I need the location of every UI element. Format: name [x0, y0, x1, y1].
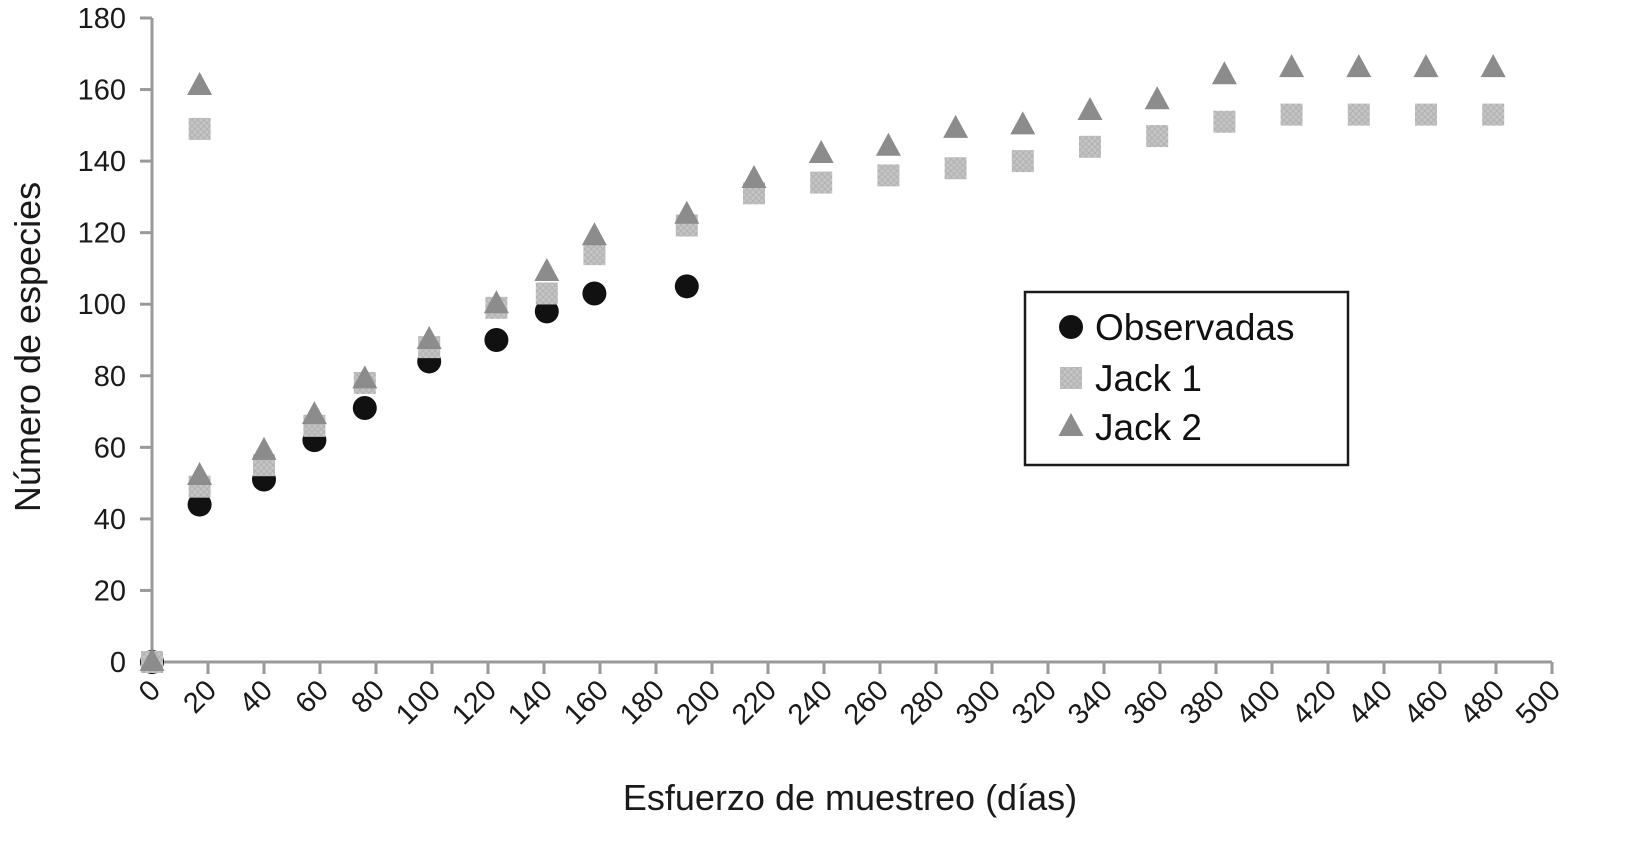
x-axis-title: Esfuerzo de muestreo (días) [623, 777, 1077, 818]
y-tick-label: 140 [78, 146, 126, 178]
data-point-triangle [875, 132, 901, 156]
data-point-square [1079, 135, 1101, 158]
y-tick-label: 160 [78, 75, 126, 107]
x-tick-label: 200 [670, 674, 727, 731]
x-tick-label: 40 [234, 674, 279, 719]
data-point-triangle [1480, 54, 1506, 78]
y-axis-title: Número de especies [7, 182, 48, 512]
y-tick-label: 100 [78, 289, 126, 321]
data-point-circle [484, 328, 509, 352]
x-tick-label: 400 [1230, 674, 1287, 731]
y-tick-label: 180 [78, 3, 126, 35]
legend-label: Jack 2 [1095, 407, 1202, 448]
series-jack-2 [139, 54, 1506, 671]
data-point-triangle [674, 200, 700, 224]
legend-triangle-icon [1058, 413, 1084, 436]
x-tick-label: 240 [782, 674, 839, 731]
x-tick-label: 120 [446, 674, 503, 731]
series-observadas [140, 274, 699, 674]
data-point-circle [674, 274, 699, 299]
data-point-triangle [483, 290, 509, 314]
data-point-square [1146, 125, 1169, 148]
data-point-square [583, 243, 606, 266]
x-tick-label: 220 [726, 674, 783, 731]
data-point-triangle [187, 71, 213, 95]
data-point-square [1415, 103, 1437, 126]
data-point-triangle [943, 114, 969, 138]
data-point-triangle [1279, 54, 1305, 78]
data-point-circle [582, 281, 607, 306]
data-point-square [188, 117, 211, 140]
data-point-triangle [416, 326, 442, 349]
legend-circle-icon [1059, 315, 1083, 339]
data-point-triangle [1346, 54, 1372, 78]
data-point-square [944, 157, 967, 180]
x-tick-label: 440 [1342, 674, 1399, 731]
x-tick-label: 380 [1174, 674, 1231, 731]
legend-label: Jack 1 [1095, 358, 1202, 399]
data-point-triangle [1010, 111, 1036, 135]
data-point-triangle [1144, 86, 1170, 110]
data-point-triangle [808, 139, 834, 163]
data-point-circle [534, 299, 559, 324]
x-tick-label: 100 [390, 674, 447, 731]
y-tick-label: 60 [94, 432, 126, 464]
data-point-triangle [581, 222, 607, 246]
data-point-circle [352, 395, 377, 420]
data-point-square [1347, 103, 1370, 126]
x-tick-label: 480 [1454, 674, 1511, 731]
legend: Observadas Jack 1 Jack 2 [1023, 290, 1350, 467]
y-tick-label: 120 [78, 218, 126, 250]
data-point-triangle [1413, 54, 1439, 78]
data-point-square [1280, 103, 1303, 126]
data-point-triangle [352, 365, 378, 389]
data-point-triangle [741, 165, 767, 188]
x-tick-label: 160 [558, 674, 615, 731]
x-tick-label: 60 [290, 674, 335, 719]
x-tick-label: 460 [1398, 674, 1455, 731]
data-point-square [1011, 150, 1034, 173]
data-point-square [1213, 110, 1236, 133]
data-point-triangle [251, 436, 277, 460]
y-tick-label: 40 [94, 504, 126, 536]
data-point-triangle [534, 258, 560, 282]
y-tick-label: 0 [110, 647, 126, 679]
data-point-triangle [139, 648, 165, 671]
x-tick-label: 280 [894, 674, 951, 731]
x-tick-label: 140 [502, 674, 559, 731]
data-point-triangle [1077, 97, 1103, 121]
x-tick-label: 80 [346, 674, 391, 719]
y-tick-label: 20 [94, 575, 126, 607]
data-point-square [535, 282, 558, 305]
data-point-square [1482, 103, 1505, 126]
data-point-square [810, 171, 833, 194]
x-tick-label: 320 [1006, 674, 1063, 731]
legend-square-icon [1060, 367, 1082, 389]
x-tick-label: 500 [1510, 674, 1567, 731]
data-point-triangle [301, 401, 327, 425]
plot-area [139, 54, 1506, 674]
data-point-circle [187, 492, 212, 517]
y-tick-label: 80 [94, 361, 126, 393]
x-tick-label: 180 [614, 674, 671, 731]
x-tick-label: 360 [1118, 674, 1175, 731]
data-point-triangle [1211, 61, 1237, 85]
x-tick-label: 300 [950, 674, 1007, 731]
data-point-triangle [187, 461, 213, 485]
data-point-square [877, 164, 900, 187]
x-tick-label: 340 [1062, 674, 1119, 731]
x-tick-label: 20 [178, 674, 223, 719]
x-tick-label: 0 [133, 674, 167, 708]
legend-label: Observadas [1095, 307, 1295, 348]
x-tick-label: 260 [838, 674, 895, 731]
x-tick-label: 420 [1286, 674, 1343, 731]
